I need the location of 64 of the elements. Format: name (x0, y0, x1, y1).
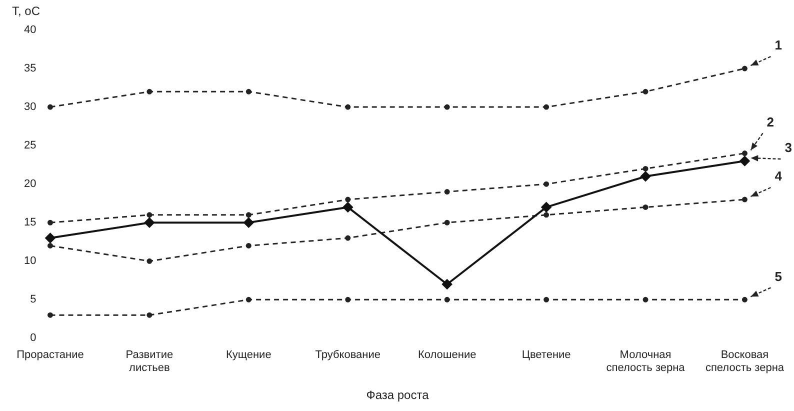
point (544, 212, 550, 218)
point (246, 296, 252, 302)
y-tick-label: 0 (30, 332, 36, 344)
y-tick-label: 20 (24, 178, 36, 190)
point (642, 296, 648, 302)
x-tick-label: Трубкование (315, 348, 380, 361)
point (146, 88, 152, 94)
point (345, 196, 351, 202)
x-axis-title: Фаза роста (366, 388, 430, 402)
x-tick-label: Цветение (522, 348, 571, 361)
point (544, 181, 550, 187)
x-tick-label: Восковая спелость зерна (705, 348, 785, 374)
point (444, 189, 450, 195)
annotation: 1 (774, 38, 782, 53)
x-tick-label: Колошение (418, 348, 476, 361)
point (246, 88, 252, 94)
point (544, 104, 550, 110)
point (742, 66, 748, 72)
point (742, 296, 748, 302)
annotation: 3 (784, 140, 792, 156)
x-tick-label: Прорастание (16, 348, 84, 361)
y-tick-label: 25 (24, 140, 36, 152)
y-tick-label: 40 (24, 24, 36, 36)
point (541, 202, 552, 212)
point (444, 296, 450, 302)
point (742, 150, 748, 156)
point (442, 279, 452, 290)
point (345, 296, 351, 302)
point (342, 202, 353, 212)
y-tick-label: 30 (24, 101, 36, 114)
point (47, 104, 53, 110)
y-tick-label: 15 (24, 216, 36, 229)
point (345, 235, 351, 241)
point (642, 166, 648, 172)
x-tick-label: Развитие листьев (126, 348, 174, 374)
x-tick-label: Кущение (226, 348, 272, 361)
point (544, 296, 550, 302)
annotation: 2 (766, 114, 774, 130)
point (642, 204, 648, 210)
point (246, 212, 252, 218)
point (444, 104, 450, 110)
point (740, 156, 750, 166)
y-tick-label: 35 (24, 62, 36, 75)
annotation: 4 (774, 168, 783, 184)
point (146, 312, 152, 318)
y-tick-label: 5 (30, 294, 36, 306)
point (47, 312, 53, 318)
x-tick-label: Молочная спелость зерна (606, 348, 686, 374)
point (146, 258, 152, 264)
point (640, 171, 651, 182)
point (144, 218, 154, 228)
point (246, 242, 252, 248)
point (45, 233, 56, 244)
y-axis-title: T, oC (12, 4, 40, 18)
point (47, 220, 53, 226)
point (47, 242, 53, 248)
point (444, 220, 450, 226)
y-tick-label: 10 (24, 255, 36, 268)
point (146, 212, 152, 218)
annotation: 5 (774, 268, 782, 284)
point (742, 196, 748, 202)
point (642, 88, 648, 94)
point (345, 104, 351, 110)
point (244, 218, 254, 228)
